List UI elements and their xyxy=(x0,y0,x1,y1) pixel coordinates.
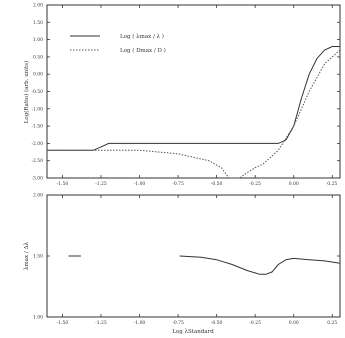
top-series-0-line xyxy=(47,46,340,151)
bottom-x-tick-label: 0.00 xyxy=(289,320,299,326)
bottom-ticks: -1.50 -1.25 -1.00 -0.75 -0.50 -0.25 0.00 0.25 1.… xyxy=(33,193,340,326)
bottom-x-tick-label: -1.25 xyxy=(95,320,107,326)
top-x-tick-label: 0.00 xyxy=(289,181,299,187)
top-x-tick-label: -1.25 xyxy=(95,181,107,187)
top-y-tick-label: 2.00 xyxy=(33,3,43,9)
top-y-tick-label: -0.50 xyxy=(31,89,43,95)
bottom-y-tick-label: 1.50 xyxy=(33,254,43,260)
bottom-x-axis-label: Log λStandard xyxy=(172,329,214,335)
top-x-tick-label: -0.75 xyxy=(172,181,184,187)
bottom-x-tick-label: 0.25 xyxy=(327,320,337,326)
top-plot-frame xyxy=(46,4,341,179)
bottom-panel: -1.50 -1.25 -1.00 -0.75 -0.50 -0.25 0.00 0.25 1.… xyxy=(24,193,341,335)
top-y-tick-label: 0.50 xyxy=(33,54,43,60)
bottom-y-tick-label: 1.00 xyxy=(33,315,43,321)
top-x-tick-label: -0.50 xyxy=(211,181,223,187)
top-series xyxy=(47,46,341,179)
top-y-tick-label: 1.00 xyxy=(33,37,43,43)
bottom-x-tick-label: -0.75 xyxy=(172,320,184,326)
bottom-x-tick-label: -0.25 xyxy=(249,320,261,326)
bottom-plot-frame xyxy=(46,194,341,318)
top-series-1-line xyxy=(47,49,341,179)
bottom-series-0-line-segment-1 xyxy=(179,255,341,275)
bottom-series xyxy=(68,255,341,275)
top-x-tick-label: -1.50 xyxy=(57,181,69,187)
bottom-y-axis-label: λmax / Δλ xyxy=(24,242,30,270)
top-y-tick-label: -2.00 xyxy=(31,141,43,147)
legend-label-1: Log ( λmax / λ ) xyxy=(120,33,164,40)
bottom-x-tick-label: -0.50 xyxy=(211,320,223,326)
bottom-y-tick-label: 2.00 xyxy=(33,193,43,199)
top-y-tick-label: -3.00 xyxy=(31,176,43,182)
top-x-tick-label: 0.25 xyxy=(327,181,337,187)
top-y-tick-label: -1.00 xyxy=(31,106,43,112)
top-y-tick-label: 0.00 xyxy=(33,72,43,78)
top-panel: -1.50 -1.25 -1.00 -0.75 -0.50 -0.25 0.00 0.25 -3… xyxy=(23,3,341,187)
bottom-x-tick-label: -1.00 xyxy=(134,320,146,326)
top-y-tick-label: -2.50 xyxy=(31,158,43,164)
top-y-tick-label: 1.50 xyxy=(33,20,43,26)
legend-label-2: Log ( Dmax / D ) xyxy=(120,47,166,54)
top-y-tick-label: -1.50 xyxy=(31,124,43,130)
top-y-axis-label: Log(Ratio) (arb. units) xyxy=(23,61,30,123)
legend: Log ( λmax / λ ) Log ( Dmax / D ) xyxy=(70,33,166,54)
top-ticks: -1.50 -1.25 -1.00 -0.75 -0.50 -0.25 0.00 0.25 -3… xyxy=(31,3,340,187)
top-x-tick-label: -0.25 xyxy=(249,181,261,187)
top-x-tick-label: -1.00 xyxy=(134,181,146,187)
bottom-x-tick-label: -1.50 xyxy=(57,320,69,326)
